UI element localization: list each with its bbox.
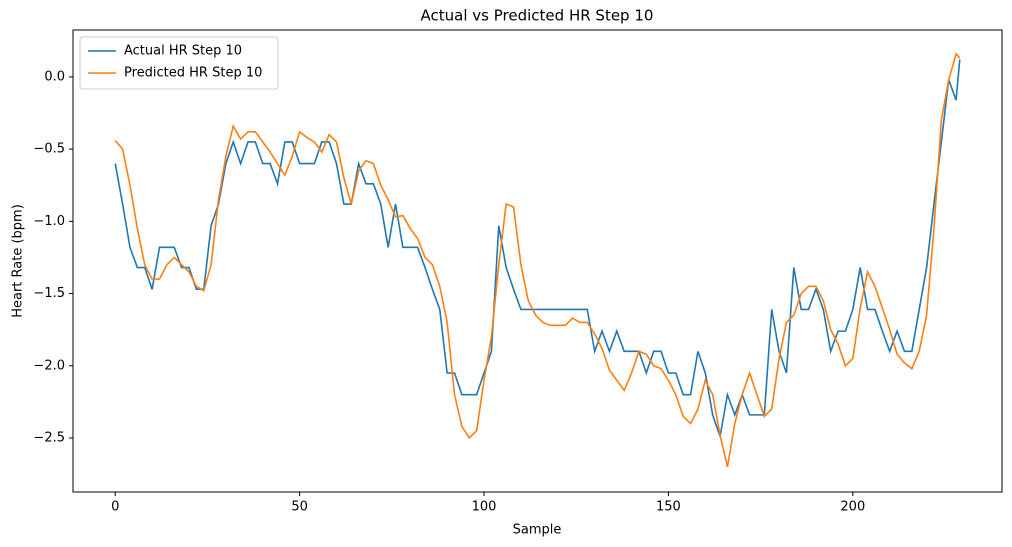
x-tick-label: 200	[840, 500, 865, 515]
x-tick-label: 0	[111, 500, 119, 515]
line-series	[114, 59, 961, 437]
legend-label: Actual HR Step 10	[124, 44, 242, 59]
y-tick-label: −2.5	[33, 430, 65, 445]
x-tick-label: 50	[291, 500, 308, 515]
y-tick-label: 0.0	[44, 69, 65, 84]
line-series	[114, 52, 961, 468]
y-tick-label: −0.5	[33, 142, 65, 157]
x-tick-label: 150	[656, 500, 681, 515]
y-tick-label: −2.0	[33, 358, 65, 373]
chart-title: Actual vs Predicted HR Step 10	[421, 7, 654, 25]
y-tick-label: −1.5	[33, 286, 65, 301]
legend-label: Predicted HR Step 10	[124, 66, 262, 81]
y-axis-label: Heart Rate (bpm)	[11, 204, 26, 318]
x-tick-label: 100	[472, 500, 497, 515]
legend-box	[79, 36, 279, 90]
plot-frame	[72, 29, 1003, 493]
y-tick-label: −1.0	[33, 214, 65, 229]
x-axis-label: Sample	[513, 523, 562, 538]
